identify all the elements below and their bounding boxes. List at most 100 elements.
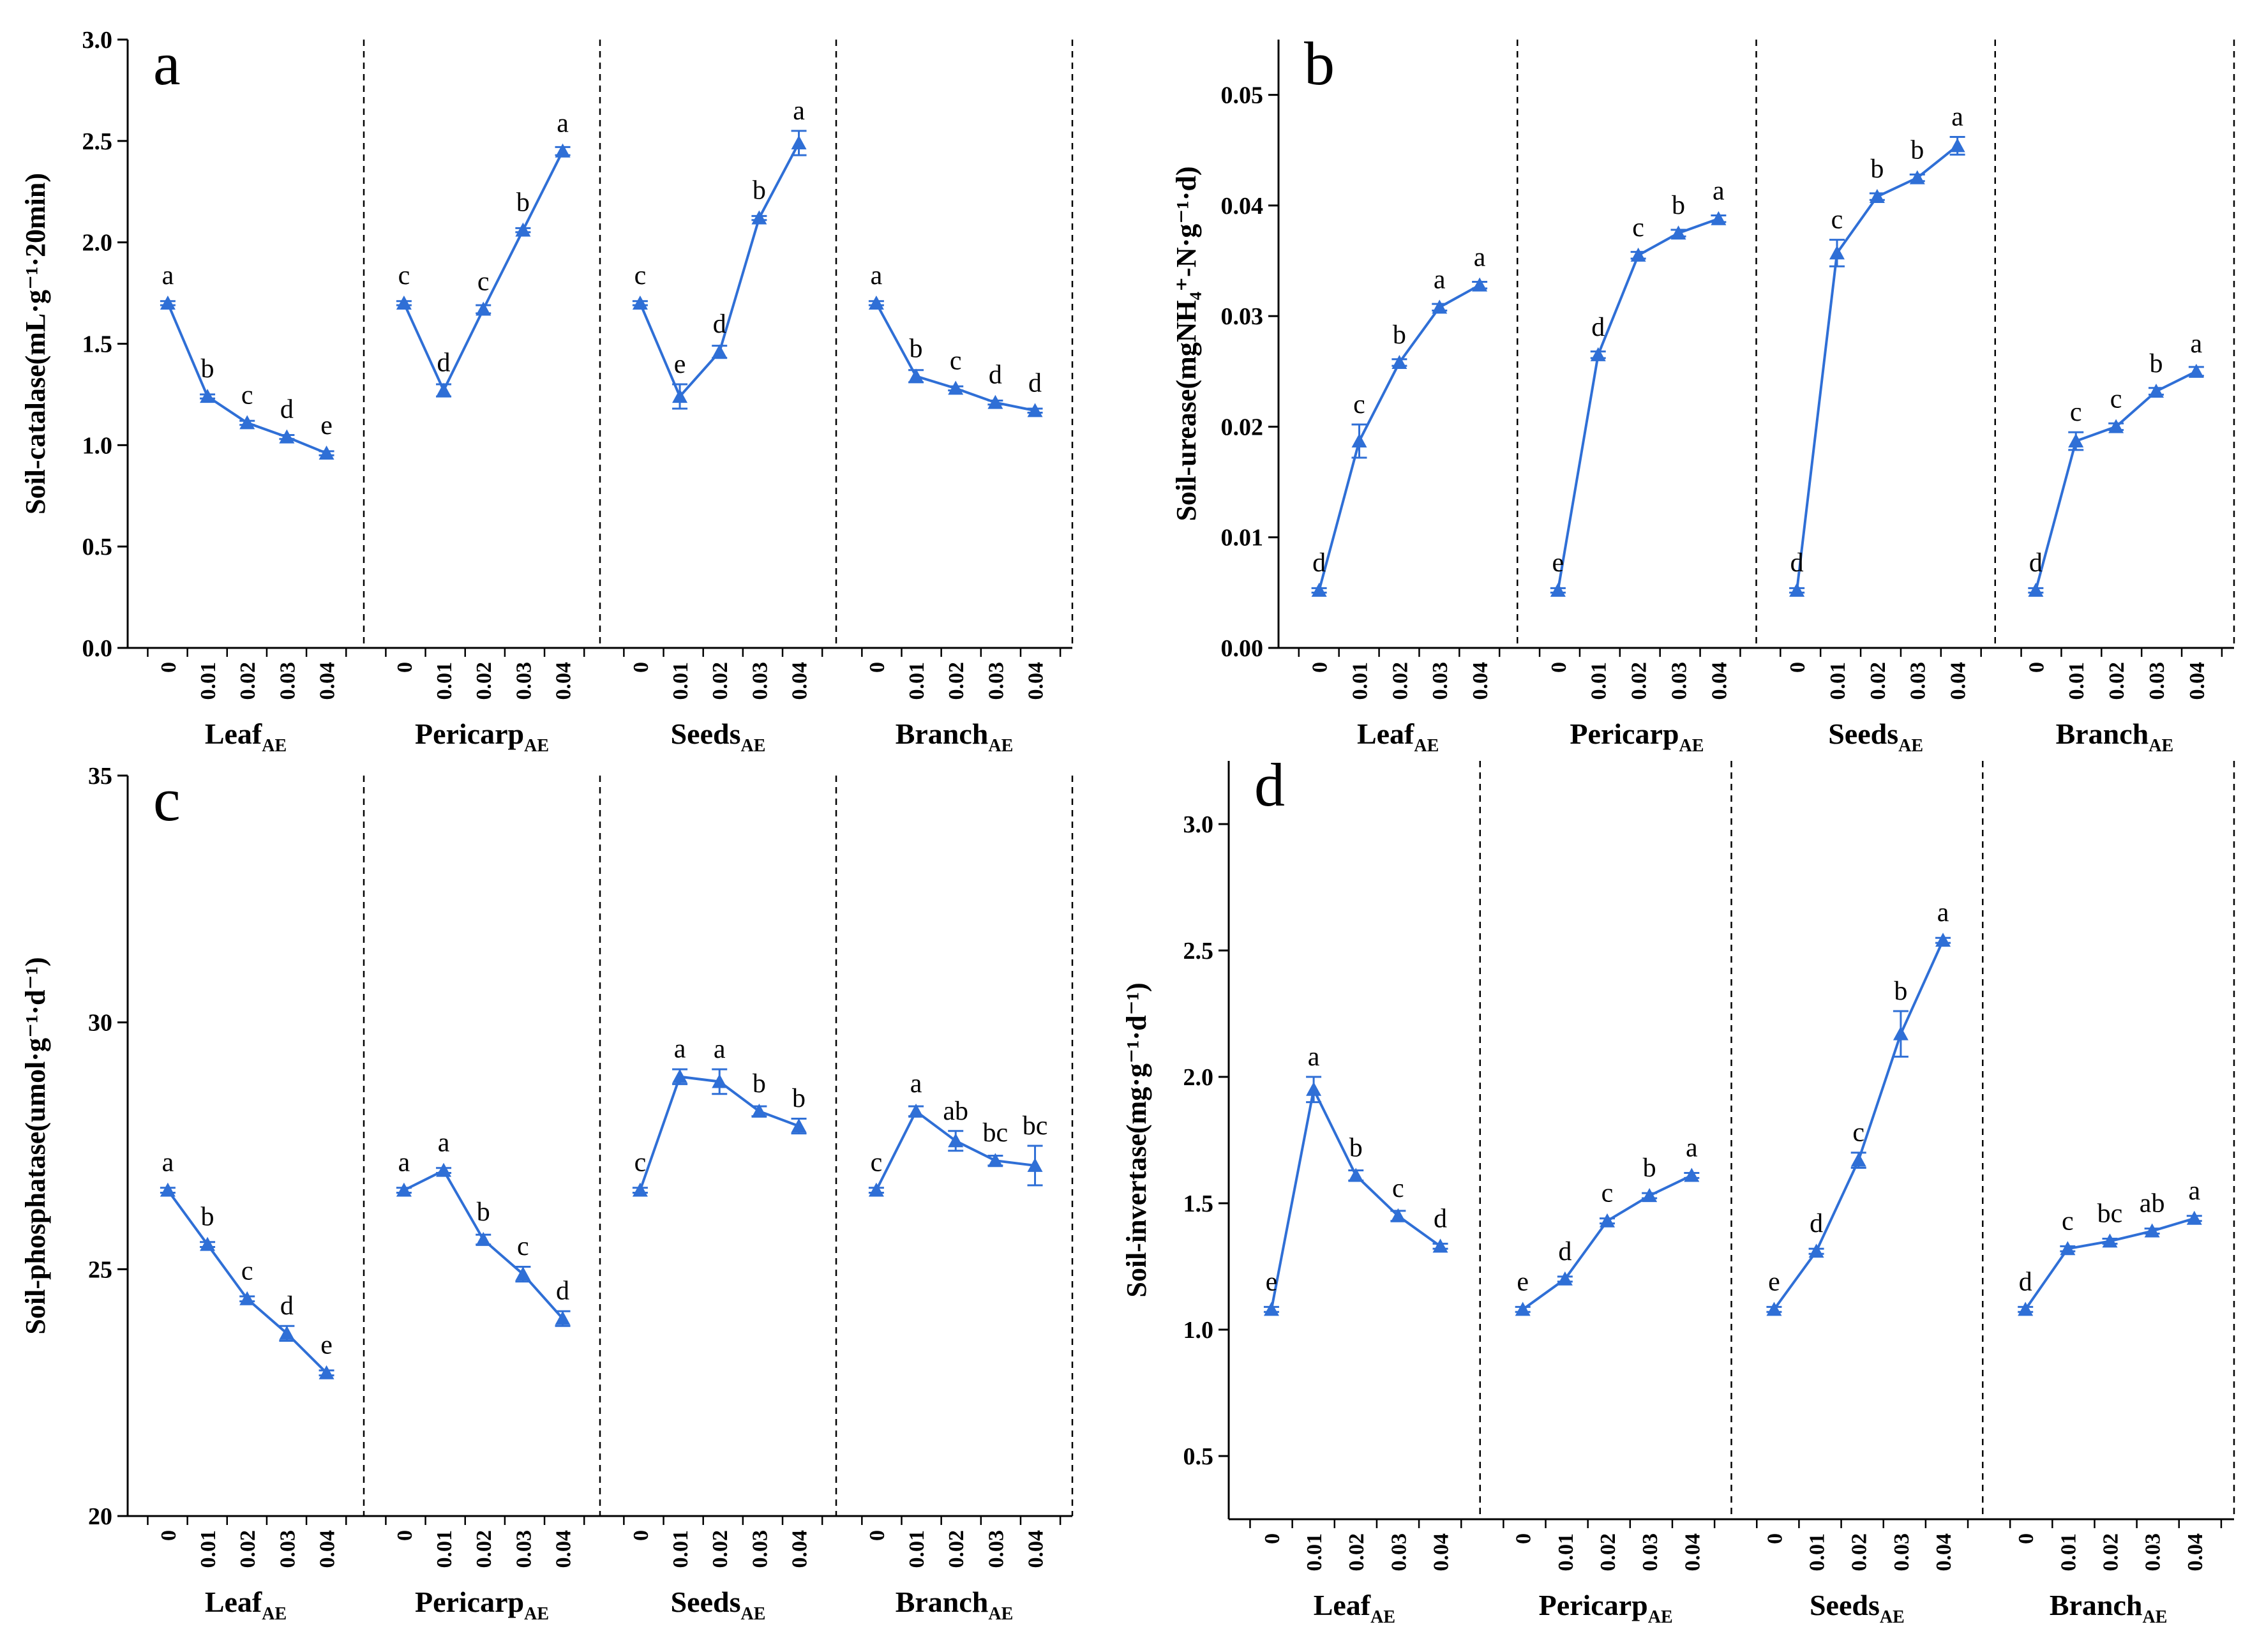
significance-letter: c	[1601, 1179, 1614, 1208]
x-tick-label: 0.02	[1388, 662, 1412, 700]
significance-letter: e	[1517, 1267, 1529, 1296]
y-axis-title: Soil-urease(mgNH₄⁺-N·g⁻¹·d)	[1171, 167, 1202, 522]
y-tick-label: 2.5	[1183, 938, 1214, 965]
x-tick-label: 0.04	[1430, 1533, 1453, 1572]
data-point	[1949, 138, 1965, 153]
data-point	[868, 1182, 884, 1197]
data-point	[1869, 189, 1885, 204]
series-line	[1270, 1085, 1441, 1310]
x-tick-label: 0.01	[669, 662, 693, 700]
significance-letter: b	[2149, 349, 2163, 379]
significance-letter: d	[437, 349, 451, 378]
data-point	[672, 389, 688, 403]
x-tick-label: 0.02	[945, 1530, 968, 1568]
x-tick-label: 0.03	[748, 662, 772, 700]
x-tick-label: 0.02	[1596, 1533, 1620, 1572]
data-point	[791, 135, 807, 150]
data-point	[555, 143, 571, 158]
x-tick-label: 0.01	[197, 1530, 220, 1568]
data-point	[2188, 363, 2204, 378]
y-axis-title: Soil-phosphatase(umol·g⁻¹·d⁻¹)	[20, 957, 51, 1334]
y-tick-label: 0.03	[1221, 303, 1264, 330]
data-point	[908, 1103, 924, 1118]
significance-letter: bc	[983, 1118, 1009, 1148]
significance-letter: e	[1266, 1267, 1278, 1296]
significance-letter: b	[516, 188, 530, 218]
x-tick-label: 0.04	[552, 662, 576, 700]
significance-letter: a	[674, 1035, 686, 1064]
y-axis-title: Soil-invertase(mg·g⁻¹·d⁻¹)	[1121, 982, 1152, 1297]
x-tick-label: 0	[1763, 1533, 1787, 1544]
x-tick-label: 0	[2014, 1533, 2038, 1544]
significance-letter: e	[1552, 548, 1564, 578]
data-point	[712, 344, 728, 359]
significance-letter: b	[753, 176, 766, 206]
data-point	[1642, 1188, 1658, 1203]
data-point	[515, 1266, 531, 1281]
group-label: LeafAE	[1357, 717, 1439, 756]
significance-letter: e	[320, 1331, 333, 1360]
data-point	[1766, 1302, 1782, 1316]
significance-letter: a	[871, 261, 883, 290]
x-tick-label: 0.01	[433, 1530, 456, 1568]
x-tick-label: 0	[2025, 662, 2048, 673]
panel-label: b	[1304, 29, 1335, 98]
group-label: PericarpAE	[415, 1586, 549, 1624]
significance-letter: d	[1558, 1237, 1571, 1266]
y-tick-label: 35	[88, 763, 112, 790]
significance-letter: e	[674, 350, 686, 379]
significance-letter: d	[556, 1277, 569, 1306]
x-tick-label: 0.01	[1806, 1533, 1829, 1572]
x-tick-label: 0.03	[984, 662, 1008, 700]
data-point	[239, 415, 255, 430]
significance-letter: bc	[1023, 1111, 1048, 1141]
data-point	[2186, 1210, 2202, 1225]
x-tick-label: 0.04	[2186, 662, 2209, 700]
x-tick-label: 0	[393, 1530, 417, 1541]
data-point	[2102, 1233, 2118, 1248]
data-point	[948, 380, 964, 395]
data-point	[279, 429, 295, 444]
x-tick-label: 0.01	[1303, 1533, 1326, 1572]
series-line	[1556, 217, 1720, 591]
x-tick-label: 0.01	[905, 662, 929, 700]
x-tick-label: 0.01	[2065, 662, 2089, 700]
significance-letter: a	[1713, 177, 1725, 206]
data-point	[1432, 299, 1448, 314]
significance-letter: d	[1028, 368, 1042, 398]
x-tick-label: 0.01	[197, 662, 220, 700]
significance-letter: c	[517, 1232, 529, 1261]
data-point	[987, 394, 1003, 409]
data-point	[279, 1325, 295, 1340]
x-tick-label: 0	[1547, 662, 1571, 673]
x-tick-label: 0.02	[236, 662, 260, 700]
x-tick-label: 0.03	[1667, 662, 1691, 700]
x-tick-label: 0	[866, 1530, 889, 1541]
significance-letter: c	[2070, 398, 2082, 427]
x-tick-label: 0	[629, 1530, 653, 1541]
data-point	[1599, 1213, 1615, 1228]
significance-letter: c	[2110, 384, 2122, 414]
x-tick-label: 0.01	[1554, 1533, 1578, 1572]
significance-letter: a	[1474, 243, 1486, 273]
x-tick-label: 0.04	[1469, 662, 1492, 700]
x-tick-label: 0.01	[1826, 662, 1850, 700]
data-point	[476, 301, 491, 316]
x-tick-label: 0.04	[1681, 1533, 1704, 1572]
y-tick-label: 1.0	[82, 432, 113, 459]
significance-letter: c	[477, 267, 490, 296]
data-point	[2028, 582, 2044, 597]
data-point	[1711, 211, 1727, 225]
significance-letter: d	[1591, 313, 1605, 342]
significance-letter: a	[162, 261, 174, 290]
significance-letter: b	[201, 1203, 214, 1232]
data-point	[2108, 419, 2124, 433]
data-point	[239, 1291, 255, 1305]
significance-letter: a	[2191, 329, 2203, 359]
data-point	[1348, 1168, 1364, 1182]
significance-letter: b	[477, 1198, 490, 1227]
data-point	[2018, 1302, 2034, 1316]
significance-letter: a	[793, 96, 805, 126]
data-point	[396, 295, 412, 310]
